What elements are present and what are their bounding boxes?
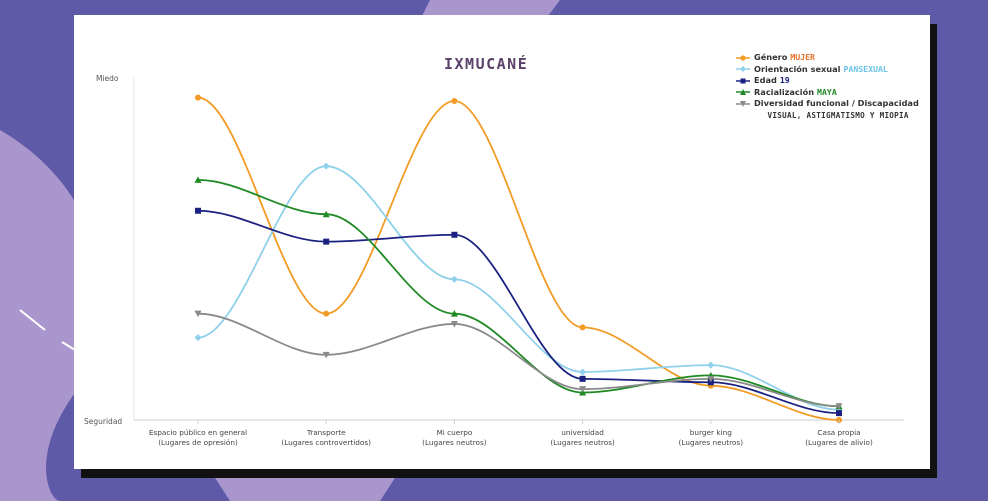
background-road-stripe-bottom — [210, 470, 400, 501]
x-tick-label: Espacio público en general — [149, 428, 247, 437]
legend-marker-triangle-icon — [736, 89, 750, 96]
data-point — [194, 310, 202, 318]
line-chart: Miedo Seguridad Espacio público en genera… — [84, 74, 904, 447]
chart-series-lines — [197, 96, 840, 421]
legend-item-orientacion[interactable]: Orientación sexual PANSEXUAL — [736, 64, 919, 76]
x-tick-label: (Lugares de alivio) — [805, 438, 873, 447]
data-point — [194, 334, 202, 342]
data-point — [450, 310, 458, 317]
legend-label: Diversidad funcional / Discapacidad — [754, 98, 919, 108]
chart-title: IXMUCANÉ — [444, 55, 529, 73]
data-point — [195, 207, 201, 214]
y-axis-bottom-label: Seguridad — [84, 417, 122, 426]
legend-label: Orientación sexual — [754, 63, 841, 74]
data-point — [450, 320, 458, 328]
data-point — [451, 231, 458, 238]
data-point — [323, 310, 330, 317]
x-axis-labels: Espacio público en general(Lugares de op… — [149, 420, 873, 447]
data-point — [450, 275, 458, 283]
data-point — [195, 94, 201, 101]
data-point — [579, 368, 587, 376]
chart-legend: Género MUJER Orientación sexual PANSEXUA… — [736, 52, 919, 121]
x-tick-label: burger king — [690, 428, 732, 437]
data-point — [836, 410, 842, 417]
data-point — [835, 403, 843, 410]
legend-highlight: MAYA — [817, 86, 837, 97]
x-tick-label: (Lugares neutros) — [679, 438, 744, 447]
legend-label: Racialización — [754, 86, 815, 97]
data-point — [322, 210, 330, 218]
x-tick-label: universidad — [561, 428, 604, 437]
legend-item-genero[interactable]: Género MUJER — [736, 52, 919, 64]
legend-marker-triangle-down-icon — [736, 100, 750, 107]
legend-label: Género — [754, 52, 788, 62]
x-tick-label: (Lugares controvertidos) — [281, 438, 371, 447]
data-point — [451, 98, 458, 105]
y-axis-top-label: Miedo — [96, 74, 119, 83]
data-point — [579, 324, 586, 331]
legend-highlight: MUJER — [790, 52, 815, 62]
data-point — [707, 375, 715, 383]
data-point — [322, 351, 330, 359]
x-tick-label: (Lugares de opresión) — [158, 438, 238, 447]
series-line-2 — [197, 209, 840, 415]
data-point — [579, 375, 586, 382]
legend-item-edad[interactable]: Edad 19 — [736, 75, 919, 87]
data-point — [194, 176, 202, 183]
legend-item-diversidad[interactable]: Diversidad funcional / Discapacidad — [736, 98, 919, 110]
legend-highlight: PANSEXUAL — [843, 63, 888, 74]
chart-card: Miedo Seguridad Espacio público en genera… — [74, 15, 930, 469]
x-tick-label: Mi cuerpo — [436, 428, 472, 437]
legend-marker-circle-icon — [736, 55, 750, 61]
data-point — [707, 361, 715, 369]
series-line-3 — [197, 179, 840, 408]
chart-axes: Miedo Seguridad — [84, 74, 904, 426]
data-point — [322, 162, 330, 170]
data-point — [323, 238, 330, 245]
series-line-1 — [197, 165, 840, 411]
x-tick-label: (Lugares neutros) — [550, 438, 615, 447]
x-tick-label: (Lugares neutros) — [422, 438, 487, 447]
legend-label: Edad — [754, 75, 777, 85]
x-tick-label: Transporte — [306, 428, 346, 437]
legend-subtitle: VISUAL, ASTIGMATISMO Y MIOPIA — [767, 110, 909, 120]
series-line-4 — [197, 312, 840, 408]
data-point — [579, 386, 587, 393]
x-tick-label: Casa propia — [817, 428, 860, 437]
legend-item-racializacion[interactable]: Racialización MAYA — [736, 87, 919, 99]
legend-marker-square-icon — [736, 78, 750, 84]
legend-highlight: 19 — [779, 75, 790, 85]
legend-marker-diamond-icon — [736, 66, 750, 73]
